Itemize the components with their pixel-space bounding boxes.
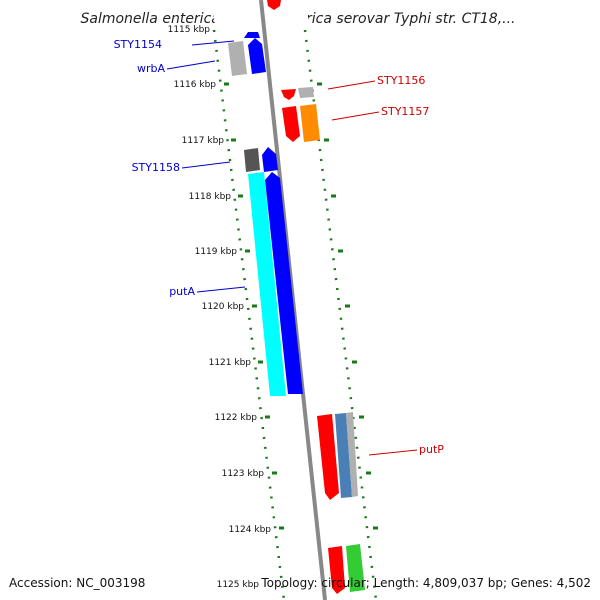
genes-left [228,0,345,594]
gene-putA-cyan[interactable] [248,172,286,396]
major-ticks [224,82,378,530]
gene-bottom-green[interactable] [346,544,365,592]
gene-sty1156-b[interactable] [298,87,314,98]
gene-putP[interactable] [335,413,352,498]
tick-label: 1116 kbp [174,80,217,90]
gene-sty1157[interactable] [282,106,300,142]
gene-wrbA[interactable] [248,38,266,74]
tick-label: 1123 kbp [222,469,265,479]
tick-label: 1122 kbp [215,413,258,423]
label-sty1154[interactable]: STY1154 [114,38,162,51]
tick-label: 1117 kbp [182,136,225,146]
tick-label: 1118 kbp [189,192,232,202]
label-sty1156[interactable]: STY1156 [377,74,425,87]
tick-label: 1125 kbp [217,580,260,590]
gene-putP-red[interactable] [317,414,339,500]
label-putP[interactable]: putP [419,443,444,456]
left-gene-labels: STY1154 wrbA STY1158 putA [114,38,246,298]
accession-text: Accession: NC_003198 [9,576,145,590]
topology-text: Topology: circular; Length: 4,809,037 bp… [260,576,591,590]
gene-putP-gray[interactable] [346,412,358,497]
tick-label: 1115 kbp [168,25,211,35]
gene-sty1154-cap[interactable] [244,32,260,38]
label-sty1158[interactable]: STY1158 [132,161,180,174]
tick-label: 1124 kbp [229,525,272,535]
genome-backbone [259,0,327,600]
tick-label: 1121 kbp [209,358,252,368]
tick-labels: 1115 kbp 1116 kbp 1117 kbp 1118 kbp 1119… [168,25,272,590]
gene-sty1154[interactable] [228,41,247,76]
tick-label: 1119 kbp [195,247,238,257]
label-wrbA[interactable]: wrbA [137,62,166,75]
gene-sty1158-b[interactable] [262,147,278,172]
gene-sty1158[interactable] [244,148,260,172]
right-gene-labels: STY1156 STY1157 putP [327,74,444,456]
map-band [212,0,380,600]
gene-top-partial[interactable] [267,0,281,10]
gene-sty1157-b[interactable] [300,104,320,142]
label-putA[interactable]: putA [169,285,195,298]
label-sty1157[interactable]: STY1157 [381,105,429,118]
tick-label: 1120 kbp [202,302,245,312]
gene-sty1156[interactable] [281,89,296,100]
gene-putA[interactable] [265,172,303,394]
genes-right [281,87,365,592]
gene-bottom-red[interactable] [328,546,345,594]
